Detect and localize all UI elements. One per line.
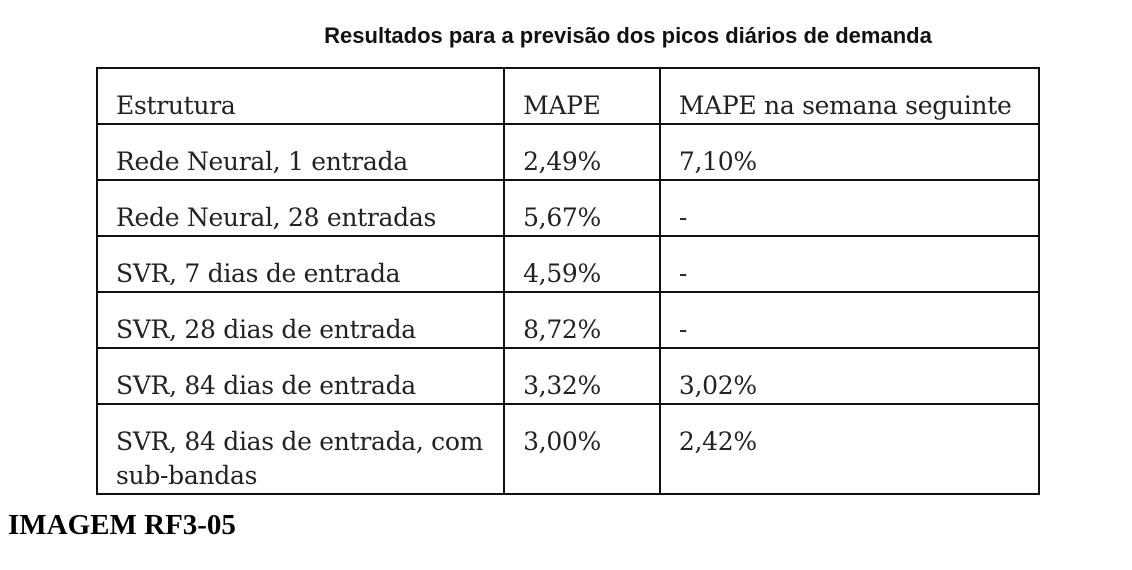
table-row: SVR, 28 dias de entrada 8,72% - [95,291,1041,349]
cell-mape-semana-seguinte: 2,42% [658,403,1041,495]
table-row: SVR, 84 dias de entrada 3,32% 3,02% [95,347,1041,405]
cell-mape: 3,32% [503,347,661,405]
cell-mape: 4,59% [503,235,661,293]
cell-estrutura: Rede Neural, 1 entrada [95,123,506,181]
header-mape: MAPE [503,67,661,125]
title-container: Resultados para a previsão dos picos diá… [96,22,1040,50]
table-row: SVR, 7 dias de entrada 4,59% - [95,235,1041,293]
table-row: SVR, 84 dias de entrada, com sub-bandas … [95,403,1041,495]
cell-estrutura: SVR, 84 dias de entrada, com sub-bandas [95,403,506,495]
header-estrutura: Estrutura [95,67,506,125]
cell-estrutura: Rede Neural, 28 entradas [95,179,506,237]
image-caption: IMAGEM RF3-05 [8,509,236,541]
cell-estrutura: SVR, 7 dias de entrada [95,235,506,293]
cell-mape-semana-seguinte: 7,10% [658,123,1041,181]
table-row: Rede Neural, 1 entrada 2,49% 7,10% [95,123,1041,181]
cell-mape: 8,72% [503,291,661,349]
cell-estrutura: SVR, 84 dias de entrada [95,347,506,405]
cell-estrutura: SVR, 28 dias de entrada [95,291,506,349]
cell-mape: 3,00% [503,403,661,495]
cell-mape-semana-seguinte: - [658,235,1041,293]
cell-mape-semana-seguinte: - [658,179,1041,237]
results-table: Estrutura MAPE MAPE na semana seguinte R… [95,67,1041,495]
cell-mape: 5,67% [503,179,661,237]
table-row: Rede Neural, 28 entradas 5,67% - [95,179,1041,237]
header-mape-semana-seguinte: MAPE na semana seguinte [658,67,1041,125]
cell-mape-semana-seguinte: - [658,291,1041,349]
table-title: Resultados para a previsão dos picos diá… [324,23,932,48]
table-header-row: Estrutura MAPE MAPE na semana seguinte [95,67,1041,125]
cell-mape-semana-seguinte: 3,02% [658,347,1041,405]
cell-mape: 2,49% [503,123,661,181]
